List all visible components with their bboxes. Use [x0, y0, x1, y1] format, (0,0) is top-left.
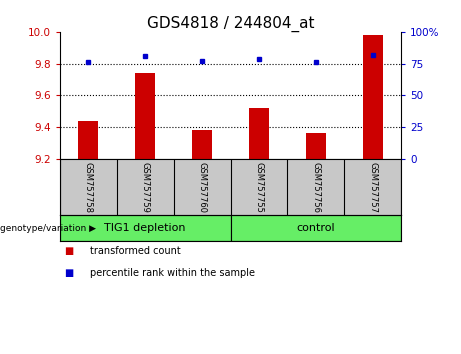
Text: genotype/variation ▶: genotype/variation ▶: [0, 223, 96, 233]
Text: GSM757755: GSM757755: [254, 162, 263, 212]
Bar: [60, 215, 230, 241]
Text: GSM757757: GSM757757: [368, 162, 377, 213]
Text: percentile rank within the sample: percentile rank within the sample: [90, 268, 255, 278]
Text: GSM757759: GSM757759: [141, 162, 150, 212]
Bar: [363, 35, 383, 159]
Bar: [135, 73, 155, 159]
Text: GSM757760: GSM757760: [198, 162, 207, 213]
Text: control: control: [296, 223, 335, 233]
Title: GDS4818 / 244804_at: GDS4818 / 244804_at: [147, 16, 314, 32]
Text: transformed count: transformed count: [90, 246, 181, 256]
Bar: [306, 133, 326, 159]
Bar: [249, 108, 269, 159]
Bar: [230, 215, 401, 241]
Bar: [192, 130, 212, 159]
Text: ■: ■: [65, 268, 74, 278]
Text: ■: ■: [65, 246, 74, 256]
Text: GSM757758: GSM757758: [84, 162, 93, 213]
Text: GSM757756: GSM757756: [311, 162, 320, 213]
Bar: [78, 121, 98, 159]
Text: TIG1 depletion: TIG1 depletion: [105, 223, 186, 233]
